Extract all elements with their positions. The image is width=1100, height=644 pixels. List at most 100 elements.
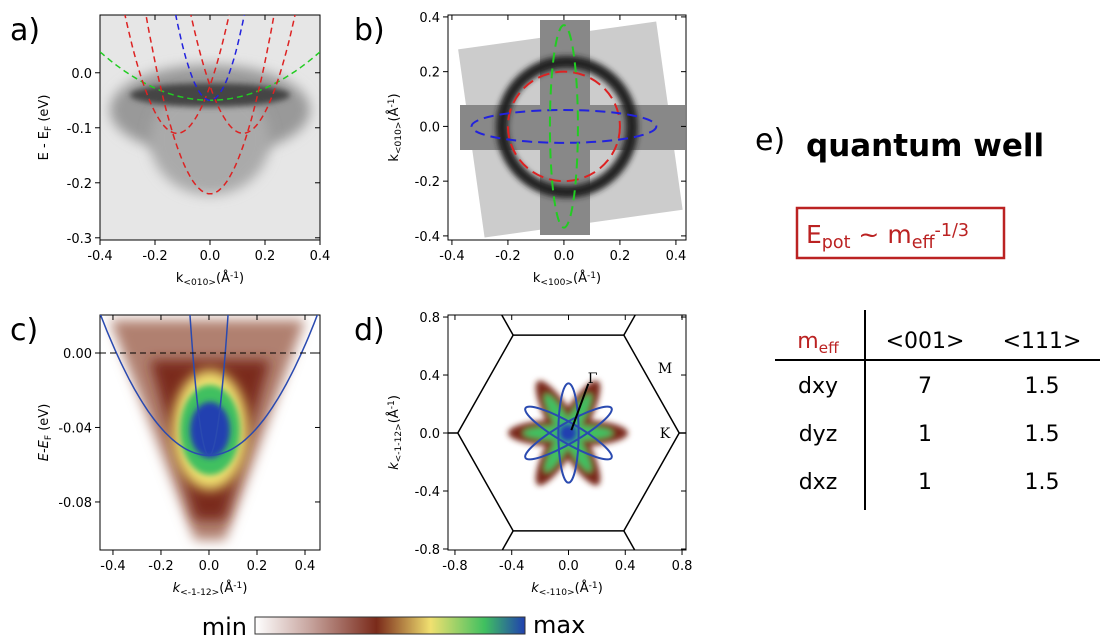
table-cell: 1.5 [1025, 374, 1060, 399]
table-cell: 1.5 [1025, 422, 1060, 447]
x-tick-label: 0.2 [255, 249, 276, 264]
label-part: -1 [233, 581, 242, 591]
panel-label: a) [10, 13, 40, 48]
x-tick-label: -0.4 [439, 249, 464, 264]
label-part: E - E [37, 131, 52, 160]
panel-label: d) [354, 313, 385, 348]
label-part: ) [239, 271, 244, 286]
label-part: ) [598, 581, 603, 596]
x-tick-label: 0.2 [247, 559, 268, 574]
x-tick-label: 0.0 [200, 249, 221, 264]
label-part: <-1-12> [394, 423, 404, 462]
zone-edge [501, 530, 514, 550]
label-part: (eV) [37, 95, 52, 126]
y-tick-label: -0.2 [67, 177, 92, 192]
panel-label: e) [755, 123, 785, 158]
x-axis-label: k<010>(Å-1) [176, 270, 244, 288]
label-part: (eV) [37, 404, 52, 435]
label-part: (Å [216, 270, 230, 286]
table-header: meff [797, 329, 839, 357]
fit-curve [174, 15, 246, 102]
x-tick-label: 0.4 [666, 249, 687, 264]
colorbar-min: min [202, 613, 247, 641]
x-tick-label: -0.8 [442, 559, 467, 574]
label-part: E-E [37, 439, 52, 461]
x-tick-label: -0.2 [495, 249, 520, 264]
y-tick-label: 0.0 [71, 67, 92, 82]
fit-curve [190, 15, 296, 135]
fit-contour [506, 70, 621, 183]
table-cell: dxy [798, 374, 838, 399]
annotation: M [658, 361, 672, 377]
y-axis-label: E - EF (eV) [37, 95, 54, 161]
label-part: k [387, 154, 402, 162]
x-tick-label: 0.0 [199, 559, 220, 574]
panel-title: quantum well [806, 128, 1044, 164]
formula: Epot ~ meff-1/3 [806, 220, 969, 253]
y-tick-label: -0.08 [58, 496, 92, 511]
formula-box [795, 206, 1006, 260]
table-cell: dxz [799, 470, 838, 495]
label-part: <010> [394, 121, 404, 154]
y-tick-label: -0.4 [415, 230, 440, 245]
y-axis-label: k<-1-12>(Å-1) [386, 395, 404, 470]
fit-contour [548, 24, 579, 229]
label-part: k [531, 581, 539, 596]
fit-contour [524, 405, 613, 461]
y-tick-label: 0.8 [419, 311, 440, 326]
label-part: ) [387, 93, 402, 98]
label-part: -1 [230, 271, 239, 281]
table-cell: 1.5 [1025, 470, 1060, 495]
table-cell: dyz [799, 422, 838, 447]
label-part: <-110> [539, 588, 575, 598]
y-tick-label: 0.4 [419, 11, 440, 26]
label-part: m [797, 329, 818, 354]
label-part: k [173, 581, 181, 596]
colorbar-max: max [533, 611, 585, 639]
annotation: K [660, 426, 671, 442]
label-part: eff [819, 339, 839, 357]
label-part: k [176, 271, 184, 286]
gamma-pointer [570, 383, 590, 431]
x-tick-label: 0.4 [615, 559, 636, 574]
label-part: (Å [219, 580, 233, 596]
panel-label: c) [10, 313, 38, 348]
fermi-map [508, 380, 628, 486]
label-part: -1/3 [935, 221, 969, 241]
colorbar [254, 616, 526, 635]
label-part: -1 [587, 271, 596, 281]
fit-contour [557, 382, 580, 484]
fermi-map [448, 15, 686, 240]
y-tick-label: -0.04 [58, 421, 92, 436]
label-part: E [806, 220, 822, 249]
label-part: F [44, 126, 54, 131]
fit-curve [124, 15, 230, 135]
x-tick-label: 0.0 [558, 559, 579, 574]
y-axis-label: k<010>(Å-1) [386, 93, 404, 161]
plot-frame [447, 14, 687, 241]
y-tick-label: 0.0 [419, 120, 440, 135]
x-tick-label: 0.4 [310, 249, 331, 264]
table-cell: 7 [918, 374, 932, 399]
label-part: (Å [386, 107, 402, 121]
x-tick-label: 0.4 [295, 559, 316, 574]
y-tick-label: 0.00 [63, 347, 92, 362]
label-part: (Å [573, 270, 587, 286]
x-tick-label: -0.2 [148, 559, 173, 574]
label-part: <100> [540, 278, 573, 288]
y-tick-label: -0.8 [415, 543, 440, 558]
x-tick-label: -0.2 [142, 249, 167, 264]
y-tick-label: -0.3 [67, 232, 92, 247]
label-part: ) [596, 271, 601, 286]
label-part: F [44, 435, 54, 440]
table-cell: 1 [918, 422, 932, 447]
fit-curve [189, 315, 229, 457]
x-axis-label: k<100>(Å-1) [533, 270, 601, 288]
x-tick-label: 0.0 [554, 249, 575, 264]
table-header: <001> [886, 329, 965, 354]
label-part: -1 [387, 98, 397, 107]
annotation: Γ [588, 371, 598, 387]
label-part: -1 [387, 400, 397, 409]
y-tick-label: -0.4 [415, 485, 440, 500]
